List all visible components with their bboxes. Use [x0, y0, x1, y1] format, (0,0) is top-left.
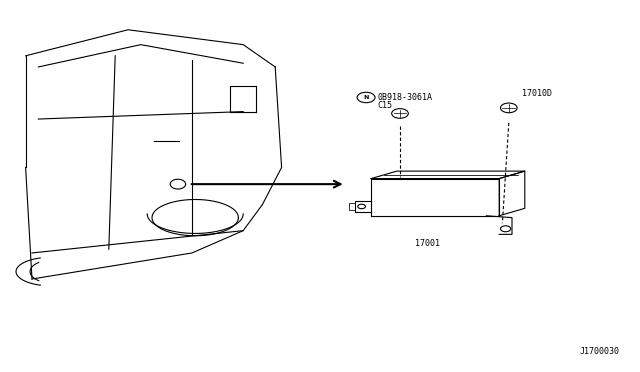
Text: 0B918-3061A: 0B918-3061A [378, 93, 433, 102]
Text: 17010D: 17010D [522, 89, 552, 98]
Text: C15: C15 [378, 101, 392, 110]
Text: J1700030: J1700030 [579, 347, 620, 356]
Text: 17001: 17001 [415, 239, 440, 248]
Text: N: N [364, 95, 369, 100]
